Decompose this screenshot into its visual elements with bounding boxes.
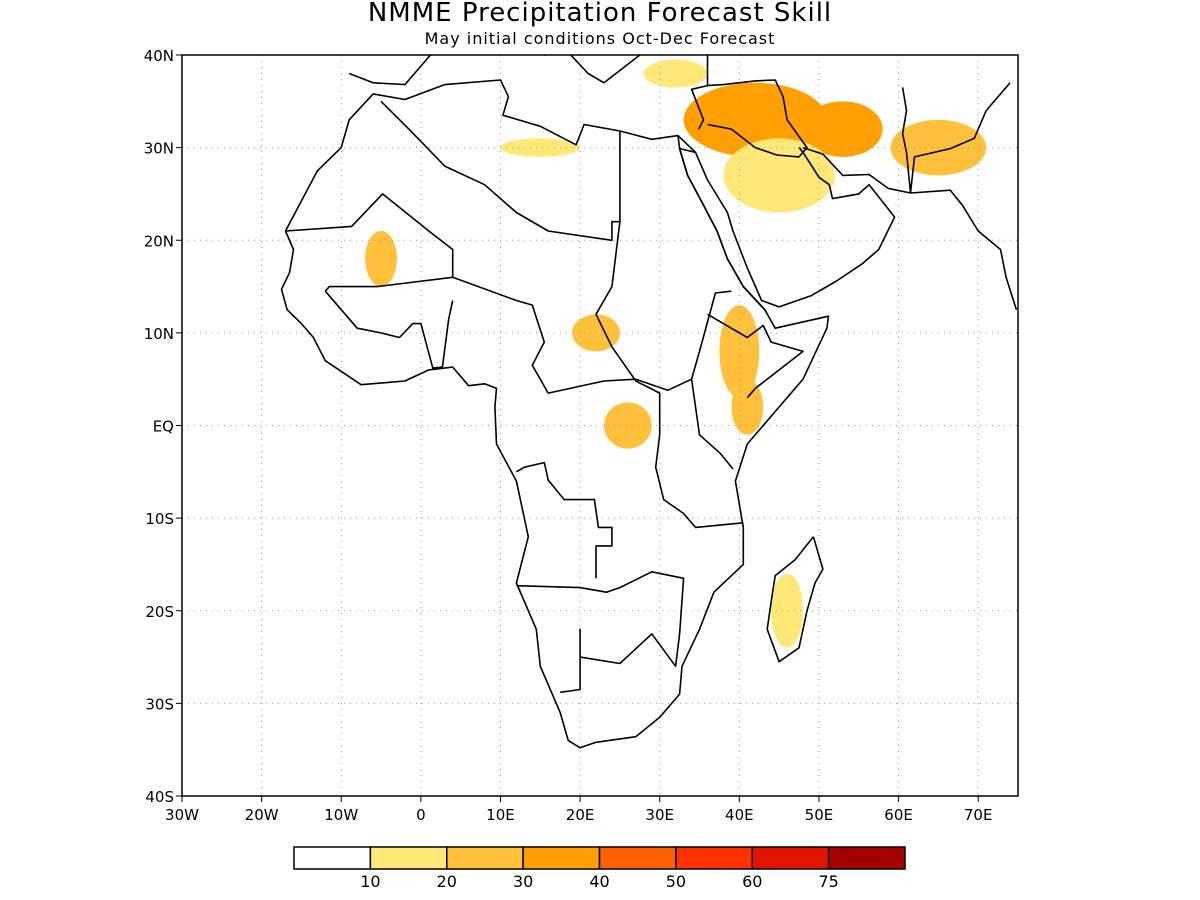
border-middle-east — [707, 79, 808, 158]
colorbar-swatch-0 — [293, 846, 372, 870]
colorbar-swatch-3 — [522, 846, 601, 870]
colorbar: 10 20 30 40 50 60 75 — [293, 846, 906, 891]
x-tick-label: 30W — [165, 806, 199, 824]
colorbar-label: 20 — [437, 872, 457, 891]
gridlines — [182, 55, 1018, 796]
y-tick-label: 10S — [145, 510, 174, 528]
border-pakistan — [909, 82, 1011, 194]
y-tick-label: 30N — [144, 140, 174, 158]
y-tick-label: 40N — [144, 47, 174, 65]
map-title: NMME Precipitation Forecast Skill — [367, 0, 833, 28]
border-south — [516, 570, 685, 694]
y-tick-label: 20S — [145, 603, 174, 621]
map-subtitle: May initial conditions Oct-Dec Forecast — [424, 29, 776, 48]
skill-region-0 — [683, 82, 827, 157]
skill-region-10 — [771, 573, 804, 648]
plot-frame — [181, 54, 1019, 797]
border-sahel — [452, 276, 732, 394]
colorbar-label: 60 — [742, 872, 762, 891]
border-central — [595, 221, 744, 529]
skill-region-1 — [803, 101, 883, 157]
skill-region-9 — [365, 230, 397, 287]
arabia-coastline — [694, 147, 896, 308]
border-congo — [516, 461, 613, 579]
africa-coastline — [280, 79, 830, 749]
colorbar-label: 10 — [360, 872, 380, 891]
skill-region-6 — [731, 379, 764, 435]
y-tick-label: 30S — [145, 695, 174, 713]
border-horn — [707, 313, 804, 399]
x-tick-label: 20E — [566, 806, 595, 824]
border-sahara-1 — [380, 100, 621, 242]
border-sahara-2 — [285, 193, 454, 292]
x-tick-label: 10W — [324, 806, 358, 824]
coastlines-and-borders — [280, 55, 1018, 749]
colorbar-swatch-6 — [751, 846, 830, 870]
y-tick-label: 40S — [145, 788, 174, 806]
red-sea-west-coast — [677, 135, 766, 311]
x-tick-label: 10E — [486, 806, 515, 824]
x-tick-label: 50E — [805, 806, 834, 824]
border-iran-east — [901, 87, 912, 194]
x-tick-label: 20W — [245, 806, 279, 824]
colorbar-swatch-4 — [598, 846, 677, 870]
colorbar-label: 40 — [589, 872, 609, 891]
colorbar-label: 50 — [666, 872, 686, 891]
y-tick-label: 20N — [144, 232, 174, 250]
skill-region-7 — [603, 402, 652, 449]
x-tick-label: 60E — [884, 806, 913, 824]
colorbar-swatch-2 — [446, 846, 524, 870]
colorbar-label: 30 — [513, 872, 533, 891]
border-east — [690, 379, 734, 470]
skill-shading-layer — [365, 59, 987, 648]
colorbar-swatch-5 — [675, 846, 753, 870]
border-west-africa — [324, 290, 454, 369]
colorbar-swatch-1 — [369, 846, 448, 870]
skill-region-4 — [643, 59, 708, 88]
axis-ticks: 30W 20W 10W 0 10E 20E 30E 40E 50E 60E 70E 40N 30N 20N… — [144, 47, 993, 824]
iran-pakistan-coastline — [802, 146, 1018, 310]
y-tick-label: 10N — [144, 325, 174, 343]
skill-region-5 — [719, 305, 760, 398]
skill-region-2 — [723, 138, 835, 213]
skill-region-11 — [500, 138, 581, 157]
x-tick-label: 0 — [416, 806, 426, 824]
x-tick-label: 70E — [964, 806, 993, 824]
x-tick-label: 40E — [725, 806, 754, 824]
madagascar-coastline — [766, 536, 824, 663]
colorbar-swatch-7 — [827, 846, 906, 870]
y-tick-label: EQ — [153, 418, 174, 436]
colorbar-label: 75 — [818, 872, 838, 891]
x-tick-label: 30E — [645, 806, 674, 824]
